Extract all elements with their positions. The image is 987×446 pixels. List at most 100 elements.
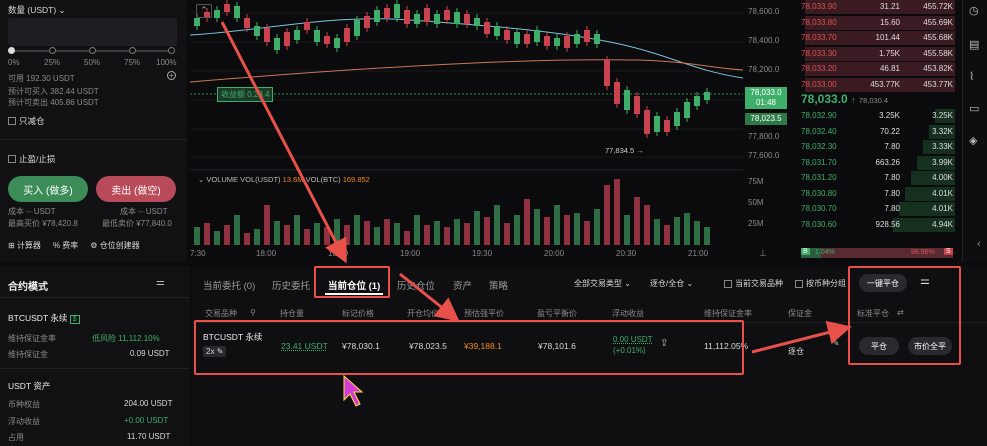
time-tick: 21:00	[688, 249, 709, 258]
amount-cell: 46.81	[879, 64, 900, 73]
close-position-button[interactable]: 平仓	[859, 337, 899, 355]
ask-row[interactable]: 78,033.90 31.21 455.72K	[795, 0, 955, 14]
volume-bar	[564, 215, 570, 245]
current-symbol-checkbox[interactable]: 当前交易品种	[724, 278, 783, 289]
expand-left-icon[interactable]: ‹	[977, 238, 981, 250]
qty-label[interactable]: 数量 (USDT) ⌄	[8, 5, 66, 15]
market-close-button[interactable]: 市价全平	[908, 337, 952, 355]
leverage-badge[interactable]: 2x ✎	[203, 346, 227, 357]
document-icon[interactable]: ▭	[969, 103, 980, 115]
settings-sliders-icon[interactable]: ⚌	[156, 277, 165, 288]
tab-position-history[interactable]: 历史仓位	[397, 281, 436, 292]
candle-body	[474, 18, 480, 26]
close-all-button[interactable]: 一键平仓	[859, 274, 907, 292]
bid-row[interactable]: 78,030.70 7.80 4.01K	[795, 202, 955, 216]
clock-icon[interactable]: ◷	[969, 5, 979, 17]
candle-body	[414, 14, 420, 24]
quantity-input[interactable]	[8, 18, 177, 46]
volume-tick: 75M	[748, 177, 764, 186]
collapse-arrow-icon[interactable]: ⌃	[196, 4, 212, 18]
volume-collapse-icon[interactable]: ⌄	[198, 175, 207, 184]
candlestick-canvas[interactable]	[190, 0, 743, 262]
ask-row[interactable]: 78,033.20 46.81 453.82K	[795, 62, 955, 76]
slider-mark[interactable]	[47, 45, 58, 56]
price-axis[interactable]: 78,600.0 78,400.0 78,200.0 78,033.0 01:4…	[743, 0, 790, 262]
amount-cell: 663.26	[875, 157, 900, 167]
position-builder-tool[interactable]: ⚙ 仓位创建器	[90, 241, 140, 250]
candle-body	[564, 36, 570, 48]
volume-bar	[274, 221, 280, 245]
pulse-icon[interactable]: ⌇	[969, 71, 975, 83]
total-cell: 453.82K	[923, 64, 953, 73]
tab-order-history[interactable]: 历史委托	[272, 281, 311, 292]
ask-row[interactable]: 78,033.80 15.60 455.69K	[795, 15, 955, 30]
ask-row[interactable]: 78,033.30 1.75K 455.58K	[795, 46, 955, 61]
sell-ratio: 98.96%	[911, 249, 935, 256]
buy-ratio-fill	[801, 248, 821, 258]
tab-open-orders[interactable]: 当前委托 (0)	[203, 281, 256, 292]
total-cell: 3.99K	[932, 157, 953, 167]
price-cell: 78,033.80	[801, 17, 837, 27]
mid-price[interactable]: 78,033.0 ↑ 78,030.4	[801, 92, 889, 106]
candle-body	[444, 10, 450, 20]
price-cell: 78,031.20	[801, 173, 837, 182]
total-cell: 455.69K	[923, 17, 953, 27]
mmr-value: 低风险 11,112.10%	[92, 334, 160, 343]
margin-mode-filter[interactable]: 逐仓/全仓 ⌄	[650, 279, 694, 288]
bid-row[interactable]: 78,032.30 7.80 3.33K	[795, 140, 955, 154]
edit-icon[interactable]: ✎	[832, 338, 840, 348]
ask-row[interactable]: 78,033.70 101.44 455.68K	[795, 31, 955, 45]
unrealized-pnl[interactable]: 0.00 USDT	[613, 335, 653, 344]
layout-icon[interactable]: ▤	[969, 39, 980, 51]
sell-short-button[interactable]: 卖出 (做空)	[96, 176, 176, 202]
slider-mark[interactable]	[87, 45, 98, 56]
ask-row[interactable]: 78,033.00 453.77K 453.77K	[795, 77, 955, 92]
candle-body	[544, 36, 550, 46]
tp-sl-checkbox[interactable]: 止盈/止损	[8, 153, 55, 165]
position-symbol[interactable]: BTCUSDT 永续	[203, 332, 263, 342]
volume-bar	[524, 199, 530, 245]
reduce-only-checkbox[interactable]: 只减仓	[8, 115, 45, 127]
layers-icon[interactable]: ◈	[969, 135, 978, 147]
bid-row[interactable]: 78,031.70 663.26 3.99K	[795, 155, 955, 170]
divider	[0, 368, 190, 369]
bid-row[interactable]: 78,031.20 7.80 4.00K	[795, 171, 955, 185]
slider-mark[interactable]	[166, 45, 177, 56]
bid-row[interactable]: 78,032.90 3.25K 3.25K	[795, 109, 955, 123]
share-icon[interactable]: ⇪	[660, 338, 669, 349]
calculator-tool[interactable]: ⊞ 计算器	[8, 241, 41, 250]
price-cell: 78,030.70	[801, 204, 837, 213]
slider-mark[interactable]	[127, 45, 138, 56]
kline-chart[interactable]: ⌃ 收益额 0.23.4 77,834.5 → ⌄ VOLUME VOL(USD…	[190, 0, 790, 262]
pin-icon[interactable]: ⚲	[250, 308, 256, 317]
quantity-slider[interactable]	[6, 45, 177, 56]
amount-cell: 453.77K	[870, 79, 900, 89]
candle-body	[194, 18, 200, 26]
slider-handle[interactable]	[6, 45, 17, 56]
plus-icon[interactable]: +	[167, 71, 176, 80]
swap-icon[interactable]: ⇄	[897, 308, 904, 317]
chevron-down-icon: ⌄	[624, 279, 631, 288]
candle-body	[554, 38, 560, 46]
settings-sliders-icon[interactable]: ⚌	[920, 275, 930, 287]
bid-row[interactable]: 78,032.40 70.22 3.32K	[795, 124, 955, 139]
tab-positions[interactable]: 当前仓位 (1)	[328, 281, 381, 292]
price-cell: 78,033.30	[801, 48, 837, 58]
candle-body	[464, 14, 470, 24]
axis-settings-icon[interactable]: ⊥	[759, 248, 767, 258]
trade-type-filter[interactable]: 全部交易类型 ⌄	[574, 279, 631, 288]
position-size[interactable]: 23.41 USDT	[281, 341, 328, 351]
bid-row[interactable]: 78,030.80 7.80 4.01K	[795, 186, 955, 201]
volume-bar	[674, 217, 680, 245]
tab-assets[interactable]: 资产	[453, 281, 473, 292]
bid-row[interactable]: 78,030.60 928.56 4.94K	[795, 217, 955, 232]
volume-legend: ⌄ VOLUME VOL(USDT) 13.6M VOL(BTC) 169.85…	[198, 175, 370, 184]
fee-rate-tool[interactable]: % 费率	[52, 241, 79, 250]
price-cell: 78,033.90	[801, 2, 837, 11]
group-by-coin-checkbox[interactable]: 按币种分组	[795, 278, 846, 289]
volume-bar	[434, 221, 440, 245]
mark-price: ¥78,030.1	[342, 341, 380, 351]
pct-label: 0%	[8, 58, 20, 67]
tab-strategies[interactable]: 策略	[489, 281, 509, 292]
buy-long-button[interactable]: 买入 (做多)	[8, 176, 88, 202]
